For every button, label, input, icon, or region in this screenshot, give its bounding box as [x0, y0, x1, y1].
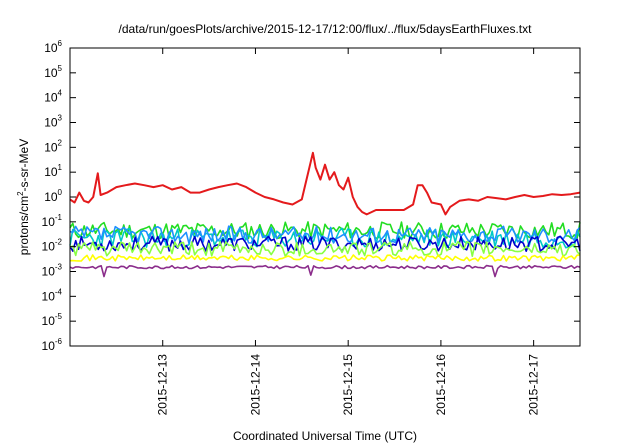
y-tick-base: 10 — [44, 116, 58, 130]
y-tick-base: 10 — [42, 339, 56, 353]
y-tick-label: 10-3 — [42, 263, 63, 279]
y-tick-base: 10 — [44, 41, 58, 55]
y-axis-label-sup: 2 — [16, 191, 25, 196]
y-tick-label: 103 — [44, 114, 62, 130]
y-tick-base: 10 — [42, 314, 56, 328]
series-line-1 — [69, 221, 581, 240]
y-tick-label: 101 — [44, 163, 62, 179]
y-tick-label: 106 — [44, 39, 62, 55]
y-tick-exp: -3 — [55, 263, 63, 272]
series-line-3 — [69, 225, 581, 245]
y-tick-exp: 0 — [58, 188, 63, 197]
y-tick-label: 10-6 — [42, 337, 63, 353]
chart-title: /data/run/goesPlots/archive/2015-12-17/1… — [119, 22, 533, 36]
y-tick-label: 104 — [44, 89, 62, 105]
y-tick-base: 10 — [42, 215, 56, 229]
y-tick-base: 10 — [42, 240, 56, 254]
plot-series — [69, 151, 581, 278]
series-line-0 — [69, 151, 581, 216]
y-tick-base: 10 — [42, 265, 56, 279]
y-tick-exp: -6 — [55, 337, 63, 346]
y-axis-label: protons/cm2-s-sr-MeV — [16, 139, 31, 255]
y-tick-label: 10-4 — [42, 287, 63, 303]
y-tick-label: 10-5 — [42, 312, 63, 328]
plot-frame — [69, 47, 581, 347]
y-ticks: 10-610-510-410-310-210-11001011021031041… — [42, 39, 580, 353]
x-tick-label: 2015-12-15 — [341, 354, 355, 416]
y-tick-exp: -1 — [55, 213, 63, 222]
y-axis-label-base: protons/cm — [17, 196, 31, 255]
series-line-6 — [69, 254, 581, 262]
y-tick-base: 10 — [42, 289, 56, 303]
y-tick-label: 10-1 — [42, 213, 63, 229]
y-tick-exp: -4 — [55, 287, 63, 296]
y-tick-base: 10 — [44, 91, 58, 105]
y-tick-exp: -2 — [55, 238, 63, 247]
y-tick-label: 10-2 — [42, 238, 63, 254]
series-line-5 — [69, 240, 581, 258]
y-tick-label: 100 — [44, 188, 62, 204]
y-tick-exp: 1 — [58, 163, 63, 172]
x-ticks: 2015-12-13 2015-12-14 2015-12-15 2015-12-16… — [156, 48, 541, 415]
y-tick-exp: 2 — [58, 138, 63, 147]
y-tick-exp: 4 — [58, 89, 63, 98]
x-tick-label: 2015-12-17 — [527, 354, 541, 416]
y-tick-base: 10 — [44, 66, 58, 80]
svg-text:protons/cm2-s-sr-MeV: protons/cm2-s-sr-MeV — [16, 139, 31, 255]
y-tick-base: 10 — [44, 140, 58, 154]
series-line-7 — [69, 264, 581, 278]
y-tick-label: 105 — [44, 64, 62, 80]
y-tick-label: 102 — [44, 138, 62, 154]
x-tick-label: 2015-12-13 — [156, 354, 170, 416]
y-tick-exp: -5 — [55, 312, 63, 321]
x-tick-label: 2015-12-16 — [434, 354, 448, 416]
y-tick-exp: 3 — [58, 114, 63, 123]
x-axis-label: Coordinated Universal Time (UTC) — [233, 429, 417, 443]
y-tick-base: 10 — [44, 190, 58, 204]
y-tick-exp: 6 — [58, 39, 63, 48]
y-tick-base: 10 — [44, 165, 58, 179]
x-tick-label: 2015-12-14 — [248, 354, 262, 416]
y-axis-label-rest: -s-sr-MeV — [17, 139, 31, 192]
y-tick-exp: 5 — [58, 64, 63, 73]
